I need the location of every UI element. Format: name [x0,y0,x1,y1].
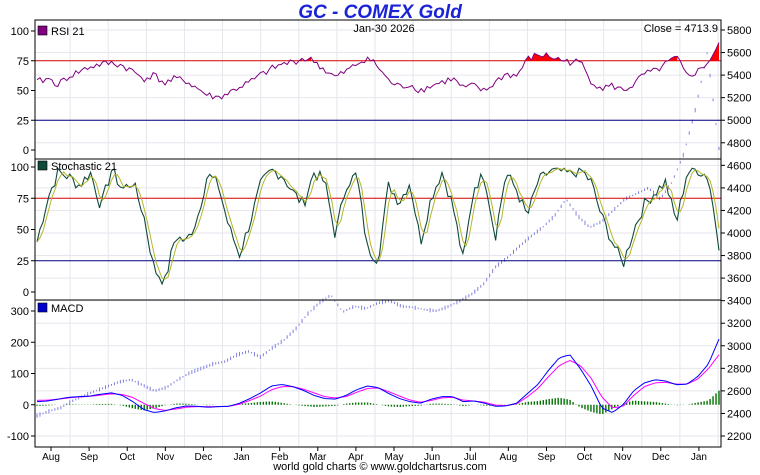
panel-frame [34,19,722,160]
price-tick-label: 2800 [727,363,751,375]
x-tick-label: Feb [271,452,289,463]
x-tick-label: Nov [156,452,174,463]
macd-line [36,338,720,413]
stochastic-fast-line [36,167,720,286]
x-tick-label: Sep [80,452,98,463]
stoch-y-tick-label: 25 [17,256,29,268]
x-tick-label: Mar [309,452,327,463]
rsi-legend-label: RSI 21 [51,26,85,38]
macd-y-tick-label: 0 [23,400,29,412]
x-tick-label: Jan [691,452,707,463]
price-tick-label: 5000 [727,115,751,127]
close-price-label: Close = 4713.9 [644,23,718,35]
x-tick-label: Jan [233,452,249,463]
x-tick-label: Apr [348,452,364,463]
rsi-y-tick-label: 50 [17,86,29,98]
x-tick-label: Oct [119,452,135,463]
stochastic-slow-line [36,167,720,280]
stoch-y-tick-label: 75 [17,193,29,205]
x-tick-label: Aug [42,452,60,463]
rsi-line [36,42,720,100]
macd-signal-line [36,354,720,411]
price-tick-label: 4200 [727,205,751,217]
macd-legend-label: MACD [51,303,83,315]
rsi-legend-swatch [37,25,48,36]
price-tick-label: 4600 [727,160,751,172]
panel-frame [34,299,722,448]
labels-layer: RSI 21 Jan-30 2026 Close = 4713.9 Stocha… [37,23,718,315]
rsi-overbought-fill [668,56,678,61]
rsi-y-tick-label: 75 [17,56,29,68]
rsi-y-tick-label: 25 [17,115,29,127]
macd-y-tick-label: 100 [11,369,29,381]
macd-y-tick-label: 200 [11,337,29,349]
stoch-y-tick-label: 100 [11,162,29,174]
panel-frame [34,158,722,301]
x-tick-label: May [385,452,404,463]
price-bars-layer [36,52,720,418]
stoch-y-tick-label: 50 [17,225,29,237]
price-tick-label: 5600 [727,48,751,60]
price-tick-label: 3000 [727,341,751,353]
x-tick-label: Oct [577,452,593,463]
price-tick-label: 3600 [727,273,751,285]
rsi-y-tick-label: 0 [23,145,29,157]
macd-y-tick-label: 300 [11,306,29,318]
stochastic-legend-swatch [37,160,48,171]
x-tick-label: Nov [614,452,632,463]
price-tick-label: 3400 [727,296,751,308]
axes-layer: Aug Sep Oct Nov Dec Jan Feb Mar Apr May Jun Jul Aug S… [7,19,751,463]
price-tick-label: 3800 [727,251,751,263]
price-tick-label: 2200 [727,431,751,443]
chart-title: GC - COMEX Gold [298,2,462,23]
x-tick-label: Aug [499,452,517,463]
date-label: Jan-30 2026 [353,23,414,35]
x-tick-label: Jul [464,452,477,463]
x-tick-label: Jun [424,452,440,463]
x-tick-label: Dec [652,452,670,463]
footer-credit: world gold charts © www.goldchartsrus.co… [273,461,487,473]
stochastic-legend-label: Stochastic 21 [51,161,117,173]
price-tick-label: 4000 [727,228,751,240]
panels-layer [35,42,721,415]
price-tick-label: 2400 [727,408,751,420]
x-tick-label: Dec [195,452,213,463]
macd-legend-swatch [37,302,48,313]
macd-y-tick-label: -100 [7,431,29,443]
rsi-y-tick-label: 100 [11,26,29,38]
price-tick-label: 2600 [727,386,751,398]
x-tick-label: Sep [538,452,556,463]
price-tick-label: 3200 [727,318,751,330]
stoch-y-tick-label: 0 [23,287,29,299]
price-tick-label: 4800 [727,138,751,150]
price-tick-label: 5200 [727,93,751,105]
price-tick-label: 5400 [727,70,751,82]
price-tick-label: 4400 [727,183,751,195]
price-tick-label: 5800 [727,25,751,37]
